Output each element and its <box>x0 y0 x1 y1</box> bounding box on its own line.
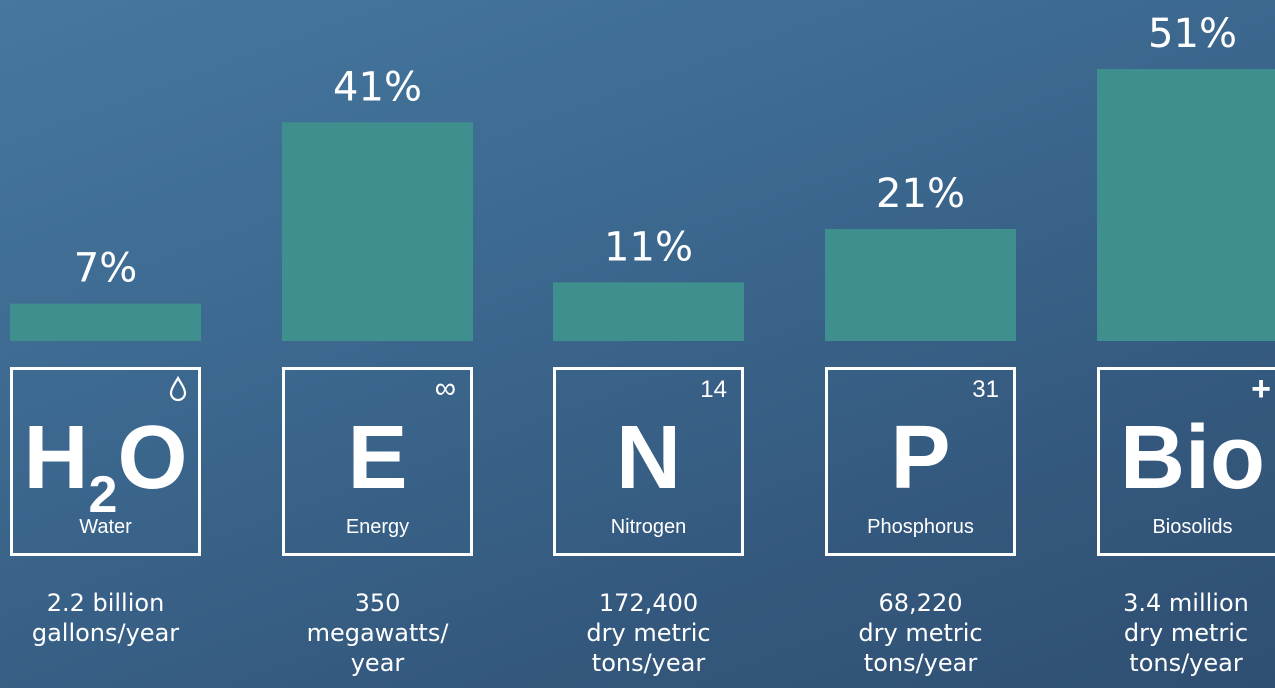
bar-water <box>10 303 201 341</box>
element-symbol: Bio <box>1120 408 1265 508</box>
element-column-phosphorus: 31 P Phosphorus 68,220 dry metric tons/y… <box>825 367 1016 678</box>
element-name: Energy <box>345 516 410 538</box>
bar-phosphorus <box>825 229 1016 341</box>
bar-nitrogen <box>553 282 744 341</box>
bar-value-label-biosolids: 51% <box>1148 11 1237 57</box>
bar-energy <box>282 122 473 341</box>
element-tile-biosolids: + Bio Biosolids <box>1097 367 1275 556</box>
element-column-water: H2O Water 2.2 billion gallons/year <box>10 367 201 648</box>
bar-biosolids <box>1097 69 1275 341</box>
plus-icon: + <box>1251 370 1271 408</box>
element-name: Phosphorus <box>867 516 974 538</box>
element-symbol: H2O <box>23 408 188 524</box>
element-symbol: N <box>616 408 681 508</box>
element-column-biosolids: + Bio Biosolids 3.4 million dry metric t… <box>1097 367 1275 678</box>
bar-value-label-phosphorus: 21% <box>876 171 965 217</box>
element-description: 68,220 dry metric tons/year <box>858 589 983 677</box>
infinity-icon: ∞ <box>434 372 456 405</box>
bar-value-label-energy: 41% <box>333 64 422 110</box>
element-description: 350 megawatts/ year <box>306 589 449 677</box>
water-drop-icon <box>169 376 187 402</box>
element-description: 3.4 million dry metric tons/year <box>1123 589 1249 677</box>
element-tile-energy: ∞ E Energy <box>282 367 473 556</box>
element-symbol: E <box>347 408 408 508</box>
bar-chart: 7% 41% 11% 21% 51% <box>10 11 1275 341</box>
element-description: 2.2 billion gallons/year <box>31 589 180 647</box>
element-name: Water <box>79 516 132 538</box>
bar-value-label-water: 7% <box>74 246 137 292</box>
atomic-number: 31 <box>972 376 999 403</box>
atomic-number: 14 <box>700 376 727 403</box>
element-tile-phosphorus: 31 P Phosphorus <box>825 367 1016 556</box>
element-description: 172,400 dry metric tons/year <box>586 589 711 677</box>
element-name: Biosolids <box>1152 516 1233 538</box>
element-name: Nitrogen <box>610 516 687 538</box>
element-tile-water: H2O Water <box>10 367 201 556</box>
element-column-nitrogen: 14 N Nitrogen 172,400 dry metric tons/ye… <box>553 367 744 678</box>
bar-value-label-nitrogen: 11% <box>604 224 693 270</box>
element-symbol: P <box>890 408 951 508</box>
element-tile-nitrogen: 14 N Nitrogen <box>553 367 744 556</box>
element-column-energy: ∞ E Energy 350 megawatts/ year <box>282 367 473 678</box>
